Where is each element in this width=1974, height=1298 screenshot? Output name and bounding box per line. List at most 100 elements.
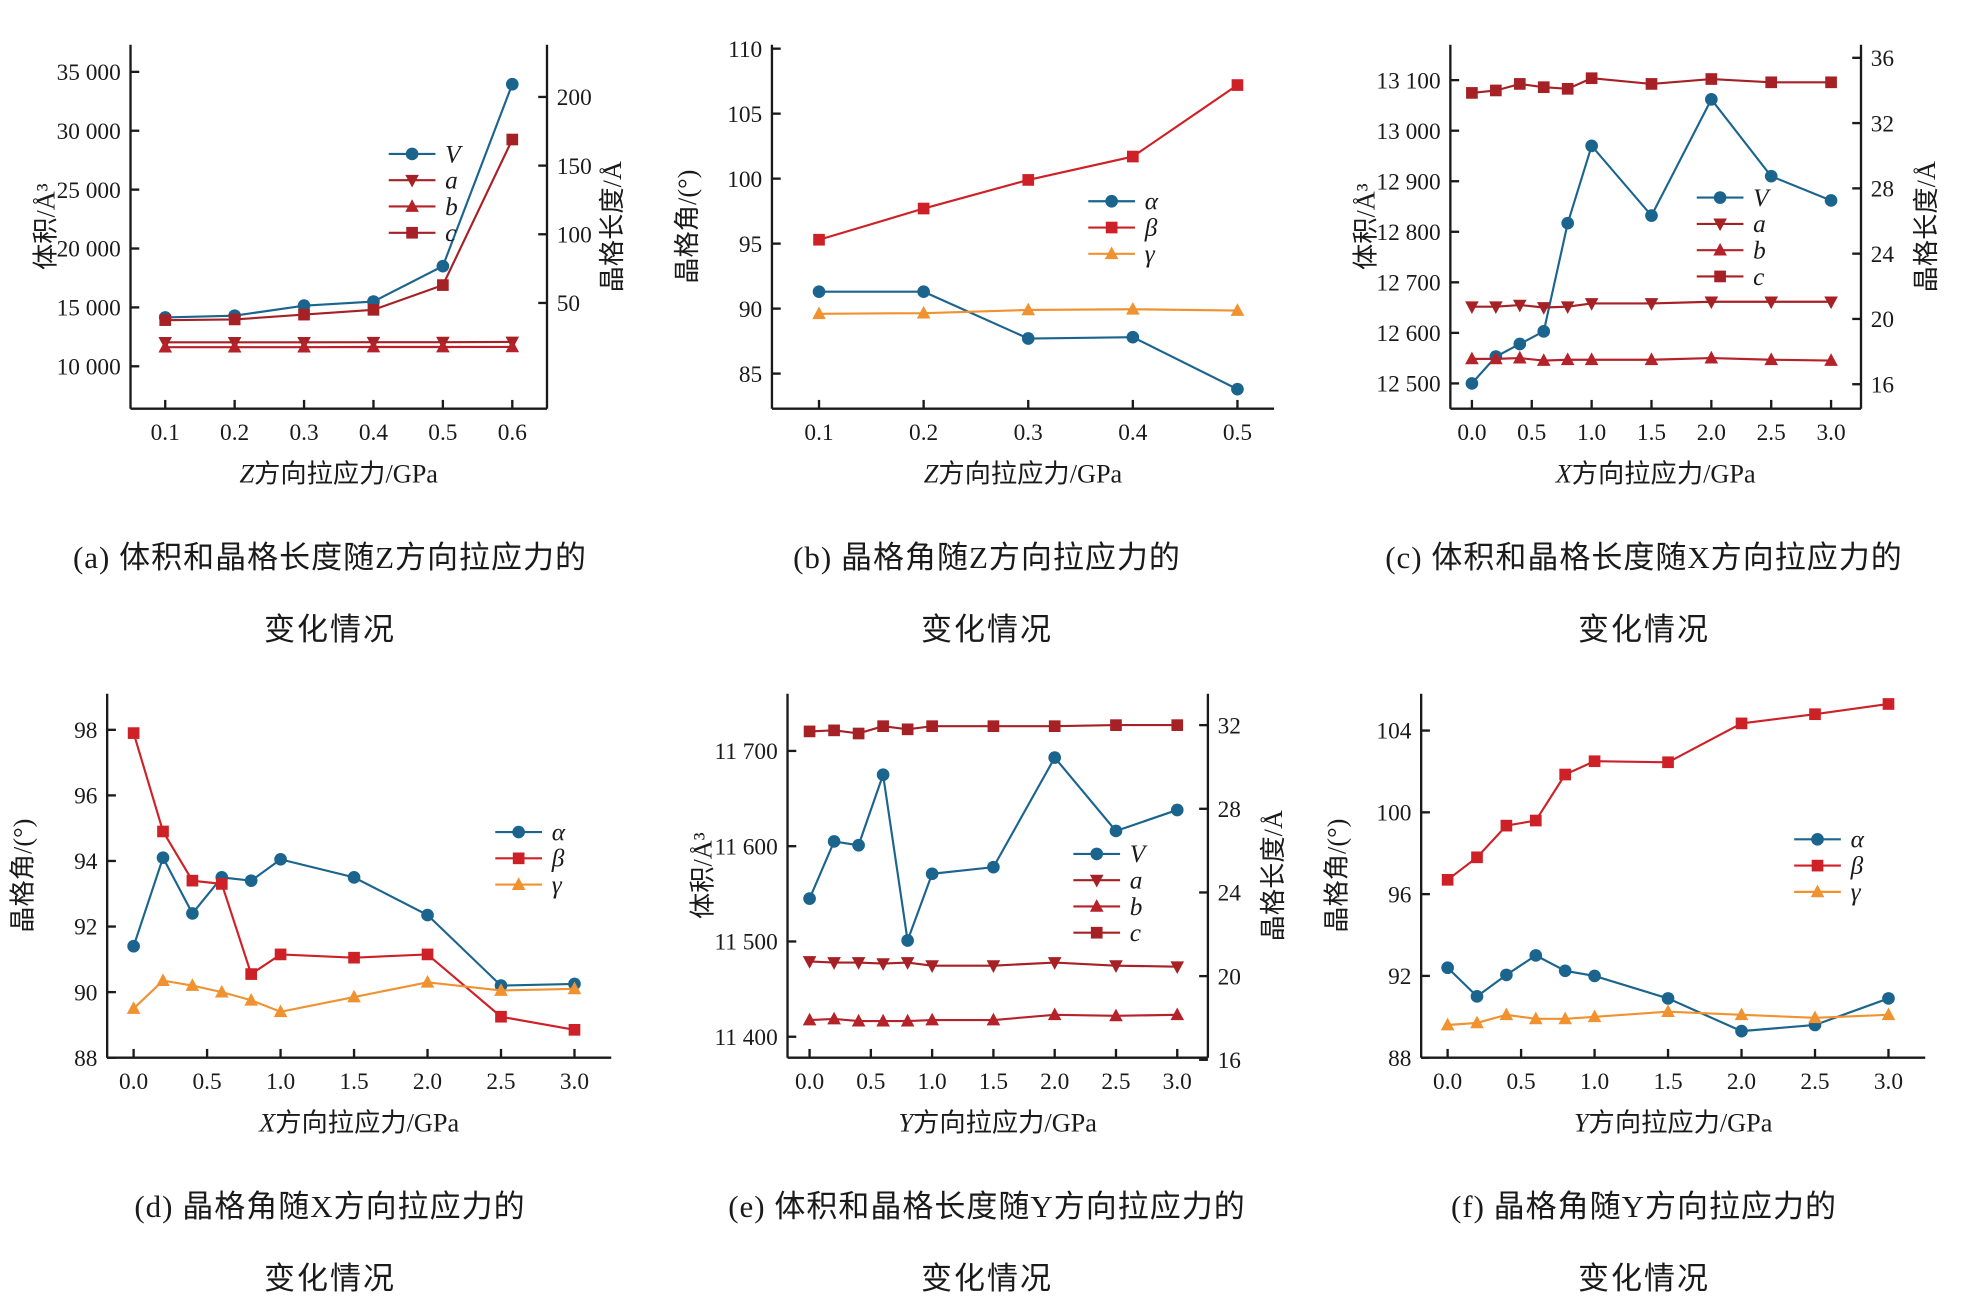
- svg-text:0.4: 0.4: [1118, 420, 1148, 446]
- svg-text:β: β: [1850, 852, 1864, 880]
- svg-text:3.0: 3.0: [560, 1069, 589, 1095]
- svg-text:85: 85: [739, 362, 762, 388]
- svg-text:104: 104: [1376, 719, 1411, 745]
- svg-text:0.0: 0.0: [795, 1069, 824, 1095]
- svg-text:晶格角/(°): 晶格角/(°): [8, 819, 37, 933]
- svg-text:12 500: 12 500: [1376, 372, 1440, 398]
- subplot-d-caption-line1: (d) 晶格角随X方向拉应力的: [134, 1189, 526, 1224]
- svg-text:0.5: 0.5: [1517, 420, 1546, 446]
- subplot-b-caption-line2: 变化情况: [921, 612, 1053, 647]
- svg-text:c: c: [1130, 919, 1141, 947]
- svg-text:11 600: 11 600: [714, 834, 777, 860]
- svg-text:24: 24: [1218, 881, 1242, 907]
- svg-text:b: b: [445, 193, 458, 221]
- svg-text:15 000: 15 000: [57, 296, 121, 322]
- svg-text:96: 96: [74, 784, 97, 810]
- subplot-b-caption: (b) 晶格角随Z方向拉应力的 变化情况: [660, 506, 1314, 649]
- svg-text:90: 90: [74, 980, 97, 1006]
- svg-text:0.5: 0.5: [1507, 1069, 1536, 1095]
- subplot-d-caption: (d) 晶格角随X方向拉应力的 变化情况: [0, 1155, 660, 1298]
- subplot-a-caption: (a) 体积和晶格长度随Z方向拉应力的 变化情况: [0, 506, 660, 649]
- svg-text:0.0: 0.0: [1457, 420, 1486, 446]
- svg-text:12 800: 12 800: [1376, 220, 1440, 246]
- svg-text:2.0: 2.0: [1727, 1069, 1756, 1095]
- svg-text:100: 100: [727, 167, 762, 193]
- svg-text:94: 94: [74, 849, 98, 875]
- svg-text:92: 92: [1388, 964, 1411, 990]
- subplot-d: 0.0 0.5 1.0 1.5 2.0 2.5 3.0 88 90 92 94 96 98 α β γ X方向拉…: [0, 649, 660, 1298]
- svg-text:0.5: 0.5: [1223, 420, 1252, 446]
- svg-text:200: 200: [557, 85, 592, 111]
- svg-text:150: 150: [557, 154, 592, 180]
- subplot-c-caption-line2: 变化情况: [1578, 612, 1710, 647]
- svg-text:0.5: 0.5: [193, 1069, 222, 1095]
- svg-text:2.5: 2.5: [486, 1069, 515, 1095]
- subplot-b-caption-line1: (b) 晶格角随Z方向拉应力的: [793, 540, 1181, 575]
- svg-text:30 000: 30 000: [57, 119, 121, 145]
- svg-text:12 900: 12 900: [1376, 169, 1440, 195]
- subplot-e-caption-line2: 变化情况: [921, 1261, 1053, 1296]
- svg-text:1.0: 1.0: [918, 1069, 947, 1095]
- svg-text:0.4: 0.4: [359, 420, 389, 446]
- svg-text:b: b: [1130, 893, 1143, 921]
- svg-text:V: V: [1130, 840, 1148, 868]
- svg-text:1.0: 1.0: [1580, 1069, 1609, 1095]
- svg-text:24: 24: [1871, 242, 1895, 268]
- subplot-a-chart: 0.1 0.2 0.3 0.4 0.5 0.6 10 000 15 000 20 000 25 0…: [32, 44, 627, 489]
- svg-text:α: α: [1851, 826, 1865, 854]
- svg-text:体积/Å³: 体积/Å³: [689, 832, 718, 919]
- svg-text:a: a: [1753, 210, 1766, 238]
- svg-text:35 000: 35 000: [57, 60, 121, 86]
- svg-text:0.1: 0.1: [804, 420, 833, 446]
- svg-text:晶格角/(°): 晶格角/(°): [673, 170, 702, 284]
- svg-text:a: a: [1130, 867, 1143, 895]
- svg-text:晶格长度/Å: 晶格长度/Å: [1912, 161, 1941, 292]
- subplot-f-caption-line1: (f) 晶格角随Y方向拉应力的: [1450, 1189, 1838, 1224]
- subplot-c-caption-line1: (c) 体积和晶格长度随X方向拉应力的: [1385, 540, 1903, 575]
- svg-text:0.3: 0.3: [289, 420, 318, 446]
- svg-text:α: α: [1145, 188, 1159, 216]
- svg-text:88: 88: [1388, 1046, 1411, 1072]
- svg-text:20: 20: [1871, 307, 1894, 333]
- svg-text:95: 95: [739, 232, 762, 258]
- svg-text:28: 28: [1871, 177, 1894, 203]
- subplot-c-caption: (c) 体积和晶格长度随X方向拉应力的 变化情况: [1314, 506, 1974, 649]
- subplot-f-caption: (f) 晶格角随Y方向拉应力的 变化情况: [1314, 1155, 1974, 1298]
- svg-text:3.0: 3.0: [1816, 420, 1845, 446]
- svg-text:12 600: 12 600: [1376, 321, 1440, 347]
- svg-text:1.5: 1.5: [1653, 1069, 1682, 1095]
- svg-text:110: 110: [728, 37, 762, 63]
- subplot-f-chart: 0.0 0.5 1.0 1.5 2.0 2.5 3.0 88 92 96 100 104 αβγ Y方向拉…: [1322, 693, 1926, 1138]
- svg-text:2.0: 2.0: [1040, 1069, 1069, 1095]
- svg-text:α: α: [552, 818, 566, 846]
- svg-text:0.2: 0.2: [909, 420, 938, 446]
- svg-text:1.5: 1.5: [339, 1069, 368, 1095]
- svg-text:b: b: [1753, 237, 1766, 265]
- svg-text:c: c: [445, 219, 456, 247]
- svg-text:25 000: 25 000: [57, 178, 121, 204]
- svg-text:3.0: 3.0: [1163, 1069, 1192, 1095]
- subplot-f-caption-line2: 变化情况: [1578, 1261, 1710, 1296]
- svg-text:0.5: 0.5: [428, 420, 457, 446]
- subplot-b: 0.1 0.2 0.3 0.4 0.5 85 90 95 100 105 110 α β γ Z方向拉应力/…: [660, 0, 1314, 649]
- svg-text:0.5: 0.5: [856, 1069, 885, 1095]
- svg-text:100: 100: [557, 222, 592, 248]
- svg-text:11 500: 11 500: [714, 930, 777, 956]
- svg-text:3.0: 3.0: [1874, 1069, 1903, 1095]
- svg-text:晶格长度/Å: 晶格长度/Å: [598, 161, 627, 292]
- svg-text:2.5: 2.5: [1800, 1069, 1829, 1095]
- subplot-a-caption-line2: 变化情况: [264, 612, 396, 647]
- svg-text:2.0: 2.0: [413, 1069, 442, 1095]
- svg-text:体积/Å³: 体积/Å³: [32, 183, 61, 270]
- svg-text:98: 98: [74, 718, 97, 744]
- svg-text:γ: γ: [1851, 878, 1862, 906]
- svg-text:1.0: 1.0: [1577, 420, 1606, 446]
- subplot-c: 0.0 0.5 1.0 1.5 2.0 2.5 3.0 12 500 12 600 12 700 1…: [1314, 0, 1974, 649]
- svg-text:12 700: 12 700: [1376, 271, 1440, 297]
- svg-text:88: 88: [74, 1046, 97, 1072]
- subplot-f: 0.0 0.5 1.0 1.5 2.0 2.5 3.0 88 92 96 100 104 α β γ Y方向拉…: [1314, 649, 1974, 1298]
- svg-text:0.3: 0.3: [1014, 420, 1043, 446]
- svg-text:20 000: 20 000: [57, 237, 121, 263]
- svg-text:X方向拉应力/GPa: X方向拉应力/GPa: [258, 1109, 459, 1138]
- subplot-a-caption-line1: (a) 体积和晶格长度随Z方向拉应力的: [72, 540, 588, 575]
